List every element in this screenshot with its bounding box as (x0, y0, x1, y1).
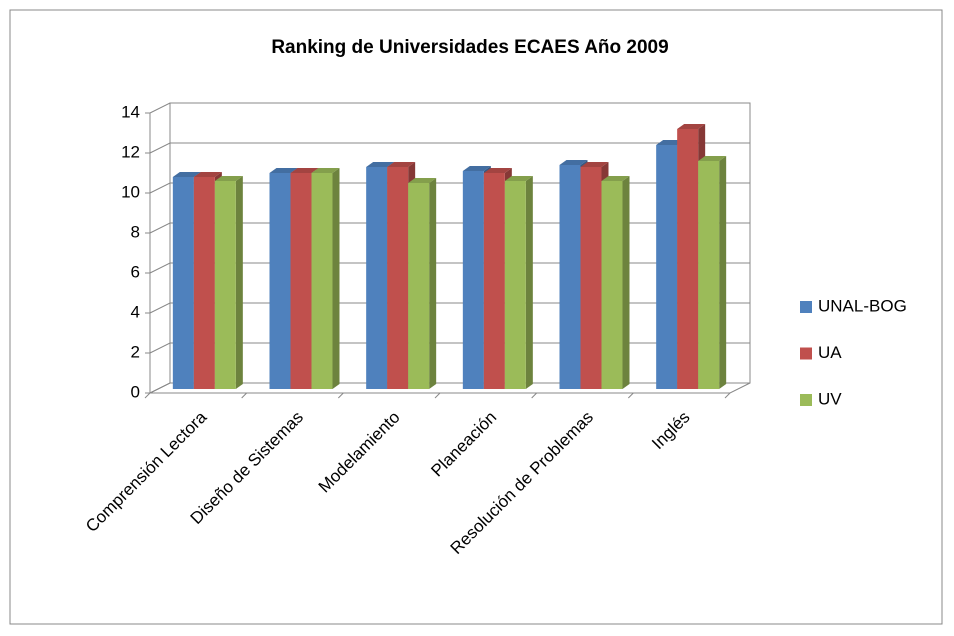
bar (698, 161, 720, 389)
bar (483, 173, 505, 389)
y-tick-label: 0 (131, 382, 140, 401)
grid-line (149, 182, 750, 194)
legend-swatch (800, 347, 812, 360)
bar-top (504, 176, 533, 181)
x-tick (627, 392, 634, 399)
bar-top (193, 172, 222, 177)
bar (290, 173, 312, 389)
bar (677, 129, 699, 389)
grid-line (149, 102, 750, 114)
bar-top (366, 162, 395, 167)
legend-swatch (800, 394, 812, 406)
bar-top (462, 166, 491, 171)
bar-top (387, 162, 416, 167)
bar (408, 183, 430, 389)
grid-line (149, 342, 750, 354)
bar (387, 167, 409, 389)
grid-line (149, 262, 750, 274)
bar-top (311, 168, 340, 173)
x-tick (434, 392, 441, 399)
grid-line (149, 142, 750, 154)
bar-top (408, 178, 437, 183)
bar-top (172, 172, 201, 177)
bar-top (290, 168, 319, 173)
legend-label: UV (818, 389, 842, 408)
y-tick-label: 2 (131, 342, 140, 361)
x-tick (144, 392, 151, 399)
bar-side (332, 168, 340, 389)
y-tick-label: 8 (131, 222, 140, 241)
bar (269, 173, 291, 389)
x-tick (337, 392, 344, 399)
bar-top (698, 156, 727, 161)
y-tick-label: 14 (121, 102, 140, 121)
x-tick (241, 392, 248, 399)
legend-label: UA (818, 343, 842, 362)
bar-top (559, 160, 588, 165)
legend-swatch (800, 301, 812, 313)
bar (656, 145, 678, 389)
bar (580, 167, 602, 389)
bar-top (677, 124, 706, 129)
bar-top (601, 176, 630, 181)
bar (366, 167, 388, 389)
y-tick-label: 6 (131, 262, 140, 281)
legend-label: UNAL-BOG (818, 296, 907, 315)
bar-side (235, 176, 243, 389)
bar (504, 181, 526, 389)
bar-side (622, 176, 630, 389)
grid-line (149, 382, 750, 394)
bar-side (719, 156, 727, 389)
bar-top (483, 168, 512, 173)
bar (193, 177, 215, 389)
x-tick (724, 392, 731, 399)
bar (311, 173, 333, 389)
bar-side (429, 178, 437, 389)
y-tick-label: 4 (131, 302, 140, 321)
bar (559, 165, 581, 389)
grid-line (149, 302, 750, 314)
y-tick-label: 12 (121, 142, 140, 161)
bar (601, 181, 623, 389)
grid-line (149, 222, 750, 234)
bar-top (269, 168, 298, 173)
bar-top (214, 176, 243, 181)
chart-title: Ranking de Universidades ECAES Año 2009 (271, 37, 668, 58)
bar (214, 181, 236, 389)
bar (172, 177, 194, 389)
x-tick (531, 392, 538, 399)
bar (462, 171, 484, 389)
y-tick-label: 10 (121, 182, 140, 201)
bar-top (580, 162, 609, 167)
bar-side (525, 176, 533, 389)
